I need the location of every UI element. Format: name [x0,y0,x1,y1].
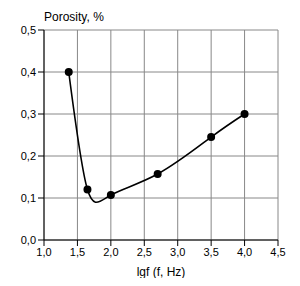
svg-text:2,5: 2,5 [137,246,152,258]
svg-text:1,0: 1,0 [36,246,51,258]
svg-text:3,5: 3,5 [203,246,218,258]
svg-text:4,0: 4,0 [237,246,252,258]
svg-text:0,2: 0,2 [21,150,36,162]
svg-text:0,1: 0,1 [21,192,36,204]
svg-text:4,5: 4,5 [270,246,285,258]
svg-text:1,5: 1,5 [70,246,85,258]
html-text:Porosity, %: Porosity, % [44,10,104,24]
svg-text:0,4: 0,4 [21,66,36,78]
svg-text:lgf (f, Hz): lgf (f, Hz) [137,265,186,278]
svg-text:0,3: 0,3 [21,108,36,120]
svg-text:0,5: 0,5 [21,24,36,36]
svg-text:0,0: 0,0 [21,234,36,246]
svg-text:2,0: 2,0 [103,246,118,258]
svg-text:3,0: 3,0 [170,246,185,258]
